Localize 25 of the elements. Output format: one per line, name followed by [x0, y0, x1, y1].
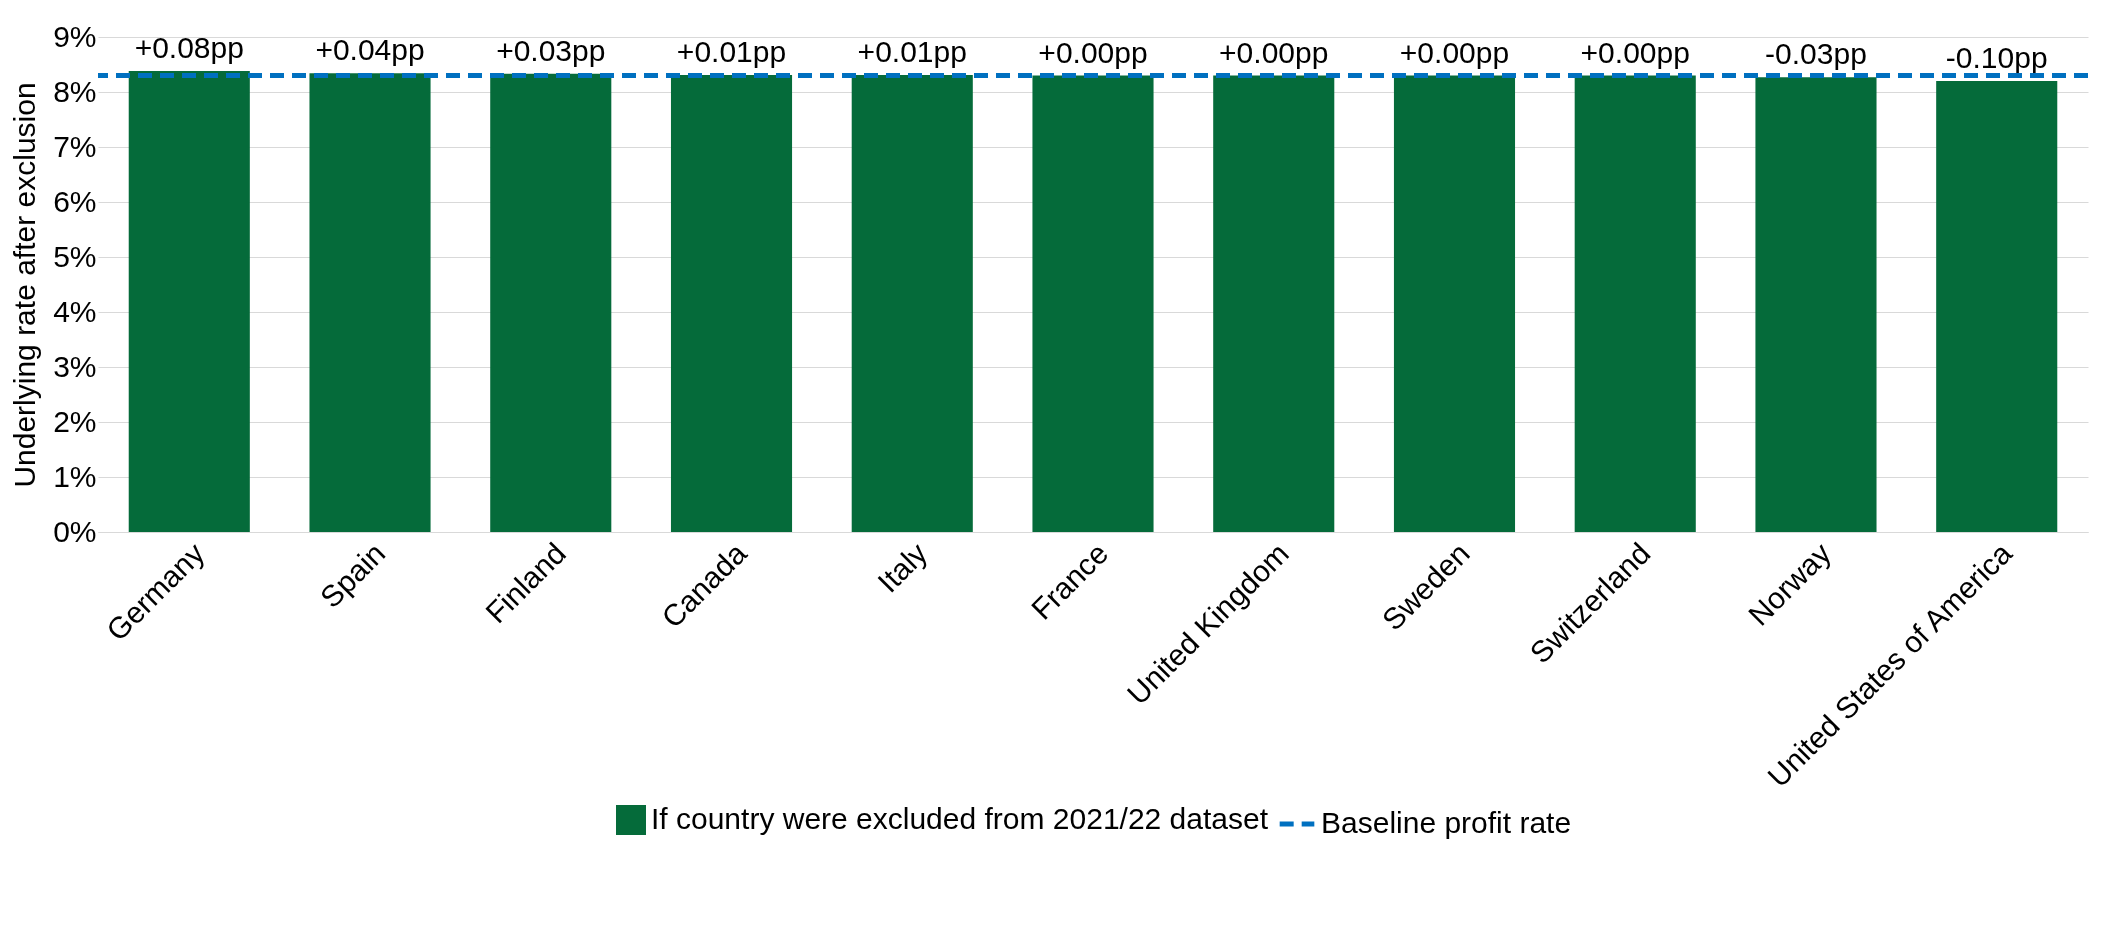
y-tick-label: 1% [53, 459, 97, 493]
y-tick-label: 6% [53, 184, 97, 218]
y-tick-label: 8% [53, 74, 97, 108]
annotation: +0.00pp [1219, 35, 1329, 69]
y-tick-label: 2% [53, 404, 97, 438]
annotation: +0.08pp [134, 31, 244, 65]
annotation: +0.04pp [315, 33, 425, 67]
y-axis-title: Underlying rate after exclusion [8, 82, 42, 488]
x-tick-label: Italy [871, 536, 934, 599]
legend-label: If country were excluded from 2021/22 dataset [651, 802, 1269, 835]
annotation: +0.00pp [1580, 35, 1690, 69]
legend-label: Baseline profit rate [1321, 806, 1572, 839]
annotation: -0.03pp [1765, 37, 1867, 71]
annotation: +0.01pp [676, 34, 787, 68]
annotation: +0.00pp [1399, 35, 1510, 69]
annotation: +0.01pp [857, 34, 967, 68]
annotation: -0.10pp [1945, 41, 2048, 74]
annotation: +0.00pp [1038, 35, 1148, 69]
y-tick-label: 4% [53, 294, 97, 328]
y-tick-label: 9% [53, 19, 97, 53]
y-tick-label: 5% [53, 239, 97, 273]
y-tick-label: 3% [53, 349, 97, 383]
y-tick-label: 0% [53, 514, 97, 548]
annotation: +0.03pp [496, 33, 606, 67]
y-tick-label: 7% [53, 129, 97, 163]
